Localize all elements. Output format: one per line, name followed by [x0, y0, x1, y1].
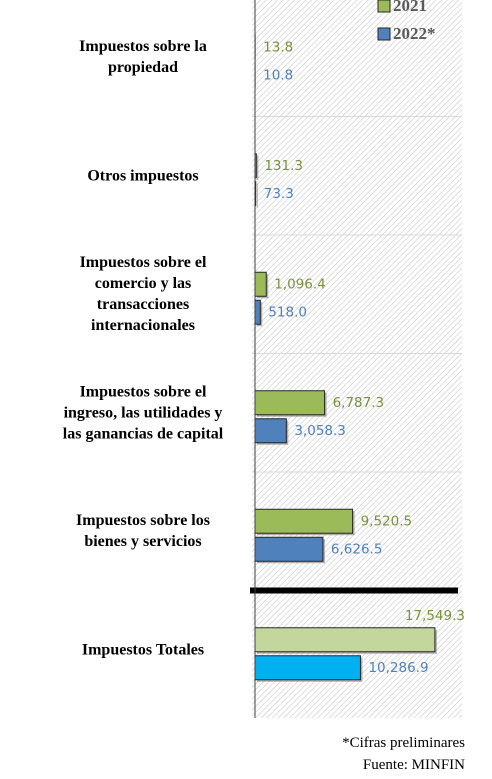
- legend-swatch: [377, 0, 391, 13]
- category-label: Impuestos sobre el ingreso, las utilidad…: [62, 383, 224, 443]
- bar: [254, 390, 326, 416]
- category-label: Otros impuestos: [87, 167, 199, 185]
- legend-swatch: [377, 27, 391, 41]
- value-label: 17,549.3: [405, 608, 465, 624]
- value-label: 3,058.3: [294, 423, 346, 439]
- value-label: 131.3: [264, 158, 303, 174]
- value-label: 13.8: [263, 39, 293, 55]
- bar: [254, 627, 436, 653]
- category-label: Impuestos Totales: [81, 641, 205, 659]
- category-label: Impuestos sobre el comercio y las transa…: [79, 254, 207, 335]
- value-label: 518.0: [268, 304, 307, 320]
- value-label: 1,096.4: [274, 276, 326, 292]
- value-label: 9,520.5: [361, 513, 413, 529]
- category-label: Impuestos sobre los bienes y servicios: [76, 512, 210, 551]
- bar: [254, 508, 354, 534]
- legend-label: 2021: [393, 0, 427, 15]
- plot-area: [252, 0, 462, 718]
- note: *Cifras preliminares: [342, 735, 465, 751]
- bar-shadow: [257, 183, 258, 208]
- legend-label: 2022*: [393, 24, 436, 43]
- bar-shadow: [257, 155, 259, 180]
- value-label: 6,787.3: [333, 395, 385, 411]
- value-label: 10,286.9: [368, 660, 428, 676]
- value-label: 73.3: [264, 186, 294, 202]
- bar: [254, 655, 361, 681]
- note: Fuente: MINFIN: [362, 757, 465, 773]
- value-label: 6,626.5: [331, 541, 383, 557]
- category-label: Impuestos sobre la propiedad: [79, 38, 207, 77]
- value-label: 10.8: [263, 67, 293, 83]
